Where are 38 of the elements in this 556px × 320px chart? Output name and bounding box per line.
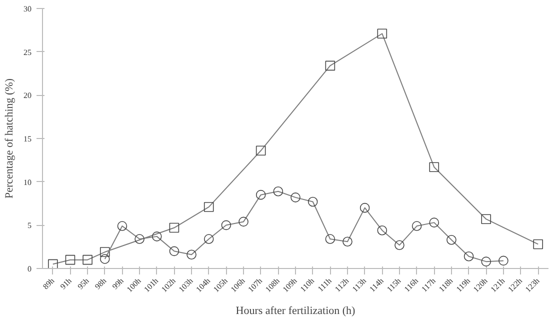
x-tick-label: 101h <box>142 276 160 294</box>
x-tick-label: 102h <box>160 276 178 294</box>
y-tick-label: 0 <box>28 264 32 274</box>
x-tick-label: 120h <box>472 276 490 294</box>
x-tick-label: 95h <box>76 276 91 292</box>
y-tick-label: 20 <box>24 91 32 100</box>
x-tick-label: 117h <box>420 276 438 294</box>
y-tick-label: 30 <box>24 4 32 14</box>
x-axis-title: Hours after fertilization (h) <box>236 305 356 318</box>
x-tick-label: 116h <box>402 276 420 294</box>
x-tick-label: 115h <box>385 276 403 294</box>
x-tick-label: 103h <box>177 276 195 294</box>
y-axis-title: Percentage of hatching (%) <box>4 78 16 199</box>
x-tick-label: 121h <box>488 276 507 294</box>
y-tick-label: 5 <box>28 221 32 230</box>
x-tick-label: 89h <box>41 276 56 292</box>
x-tick-label: 112h <box>333 276 351 294</box>
x-tick-label: 91h <box>58 276 74 292</box>
x-tick-label: 105h <box>212 276 230 294</box>
x-tick-label: 118h <box>437 276 455 294</box>
y-tick-label: 25 <box>24 48 32 57</box>
x-tick-label: 114h <box>368 276 386 294</box>
x-tick-label: 109h <box>281 276 299 294</box>
x-tick-label: 107h <box>246 276 264 294</box>
x-tick-label: 123h <box>524 276 542 294</box>
x-tick-label: 119h <box>454 276 472 294</box>
x-tick-label: 98h <box>93 276 108 292</box>
x-tick-label: 122h <box>506 276 524 294</box>
x-tick-label: 111h <box>316 276 334 294</box>
y-tick-label: 15 <box>24 134 32 144</box>
y-tick-label: 10 <box>24 178 32 187</box>
x-tick-label: 110h <box>298 276 316 294</box>
x-tick-label: 100h <box>125 276 143 294</box>
x-tick-label: 104h <box>194 276 212 294</box>
x-tick-label: 113h <box>350 276 368 294</box>
x-tick-label: 99h <box>110 276 126 292</box>
x-tick-label: 106h <box>229 276 247 294</box>
x-tick-label: 108h <box>264 276 282 294</box>
